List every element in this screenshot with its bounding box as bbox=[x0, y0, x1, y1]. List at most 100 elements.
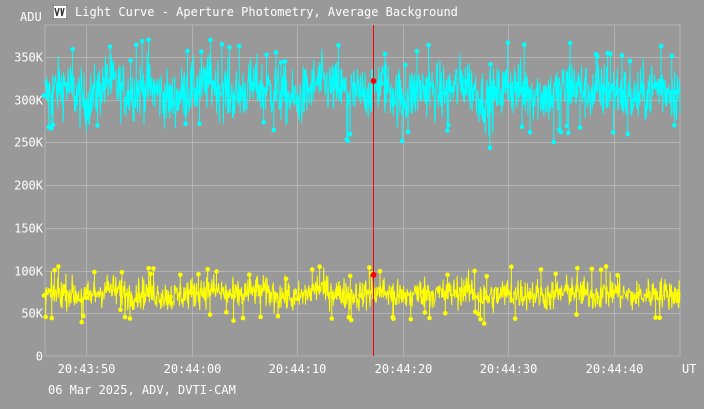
data-point bbox=[589, 266, 595, 272]
data-point bbox=[553, 271, 558, 277]
data-point bbox=[92, 269, 97, 275]
data-point bbox=[227, 45, 232, 50]
data-point bbox=[358, 293, 363, 298]
y-tick-label: 0 bbox=[36, 350, 43, 364]
data-point bbox=[189, 87, 194, 92]
data-point bbox=[196, 271, 201, 277]
data-point bbox=[133, 42, 139, 48]
data-point bbox=[358, 92, 363, 97]
data-point bbox=[240, 315, 246, 321]
data-point bbox=[657, 315, 663, 321]
data-point bbox=[382, 51, 388, 57]
data-point bbox=[315, 79, 321, 85]
data-point bbox=[208, 37, 213, 43]
data-point bbox=[422, 310, 428, 315]
data-point bbox=[50, 122, 56, 128]
data-point bbox=[283, 276, 289, 282]
data-point bbox=[231, 94, 237, 100]
light-curve-app-icon bbox=[52, 4, 68, 20]
data-point bbox=[598, 267, 604, 272]
data-point bbox=[526, 88, 532, 94]
data-point bbox=[210, 287, 216, 292]
x-tick-label: 20:44:30 bbox=[480, 362, 538, 376]
cursor-marker bbox=[370, 77, 377, 84]
y-tick-label: 150K bbox=[14, 222, 44, 236]
data-point bbox=[52, 267, 57, 273]
x-tick-label: 20:44:40 bbox=[586, 362, 644, 376]
data-point bbox=[574, 312, 579, 317]
data-point bbox=[336, 88, 342, 93]
x-axis-label: UT bbox=[682, 362, 697, 376]
data-point bbox=[556, 127, 562, 133]
series-1 bbox=[41, 37, 681, 150]
data-point bbox=[273, 292, 279, 297]
data-point bbox=[669, 53, 675, 59]
data-point bbox=[619, 53, 625, 58]
data-point bbox=[472, 268, 477, 274]
data-point bbox=[379, 81, 384, 86]
data-point bbox=[95, 123, 100, 128]
data-point bbox=[83, 100, 89, 106]
data-point bbox=[402, 62, 408, 68]
y-tick-label: 350K bbox=[14, 51, 44, 65]
data-point bbox=[48, 126, 54, 131]
footer-info: 06 Mar 2025, ADV, DVTI-CAM bbox=[48, 383, 236, 397]
title-bar: Light Curve - Aperture Photometry, Avera… bbox=[52, 3, 458, 21]
data-point bbox=[126, 292, 131, 297]
data-point bbox=[442, 292, 448, 297]
data-point bbox=[421, 85, 426, 91]
data-point bbox=[128, 58, 133, 63]
data-point bbox=[41, 293, 47, 298]
data-point bbox=[569, 82, 574, 87]
data-point bbox=[487, 145, 493, 150]
data-point bbox=[627, 58, 633, 64]
y-tick-label: 300K bbox=[14, 94, 44, 108]
data-point bbox=[625, 131, 631, 137]
data-point bbox=[377, 268, 383, 274]
data-point bbox=[315, 285, 321, 290]
data-point bbox=[577, 125, 583, 130]
data-point bbox=[615, 272, 620, 278]
data-point bbox=[476, 311, 481, 317]
data-point bbox=[569, 287, 574, 293]
data-point bbox=[399, 138, 405, 144]
data-point bbox=[122, 314, 128, 320]
data-point bbox=[236, 43, 242, 49]
data-point bbox=[400, 294, 405, 300]
data-point bbox=[484, 295, 490, 301]
data-point bbox=[271, 127, 277, 133]
data-point bbox=[348, 317, 354, 323]
data-point bbox=[231, 318, 236, 323]
data-point bbox=[80, 313, 86, 319]
data-point bbox=[41, 93, 47, 98]
data-point bbox=[43, 314, 48, 320]
data-point bbox=[551, 139, 557, 145]
series-2 bbox=[41, 264, 681, 326]
data-point bbox=[177, 272, 183, 278]
data-point bbox=[509, 264, 514, 270]
y-tick-label: 50K bbox=[21, 307, 43, 321]
data-point bbox=[168, 294, 173, 300]
data-point bbox=[472, 309, 478, 315]
data-point bbox=[199, 49, 204, 54]
data-point bbox=[344, 137, 350, 142]
data-point bbox=[214, 269, 219, 274]
y-axis-label: ADU bbox=[20, 10, 42, 24]
data-point bbox=[104, 286, 110, 291]
data-point bbox=[83, 295, 89, 301]
data-point bbox=[442, 310, 448, 316]
data-point bbox=[168, 98, 173, 103]
data-point bbox=[49, 315, 55, 321]
data-point bbox=[183, 121, 188, 126]
data-point bbox=[567, 41, 573, 46]
x-tick-label: 20:43:50 bbox=[58, 362, 116, 376]
data-point bbox=[653, 315, 658, 320]
data-point bbox=[273, 50, 279, 55]
data-point bbox=[118, 307, 123, 313]
data-point bbox=[505, 290, 511, 296]
data-point bbox=[62, 82, 68, 87]
data-point bbox=[414, 48, 420, 54]
data-point bbox=[148, 271, 153, 277]
